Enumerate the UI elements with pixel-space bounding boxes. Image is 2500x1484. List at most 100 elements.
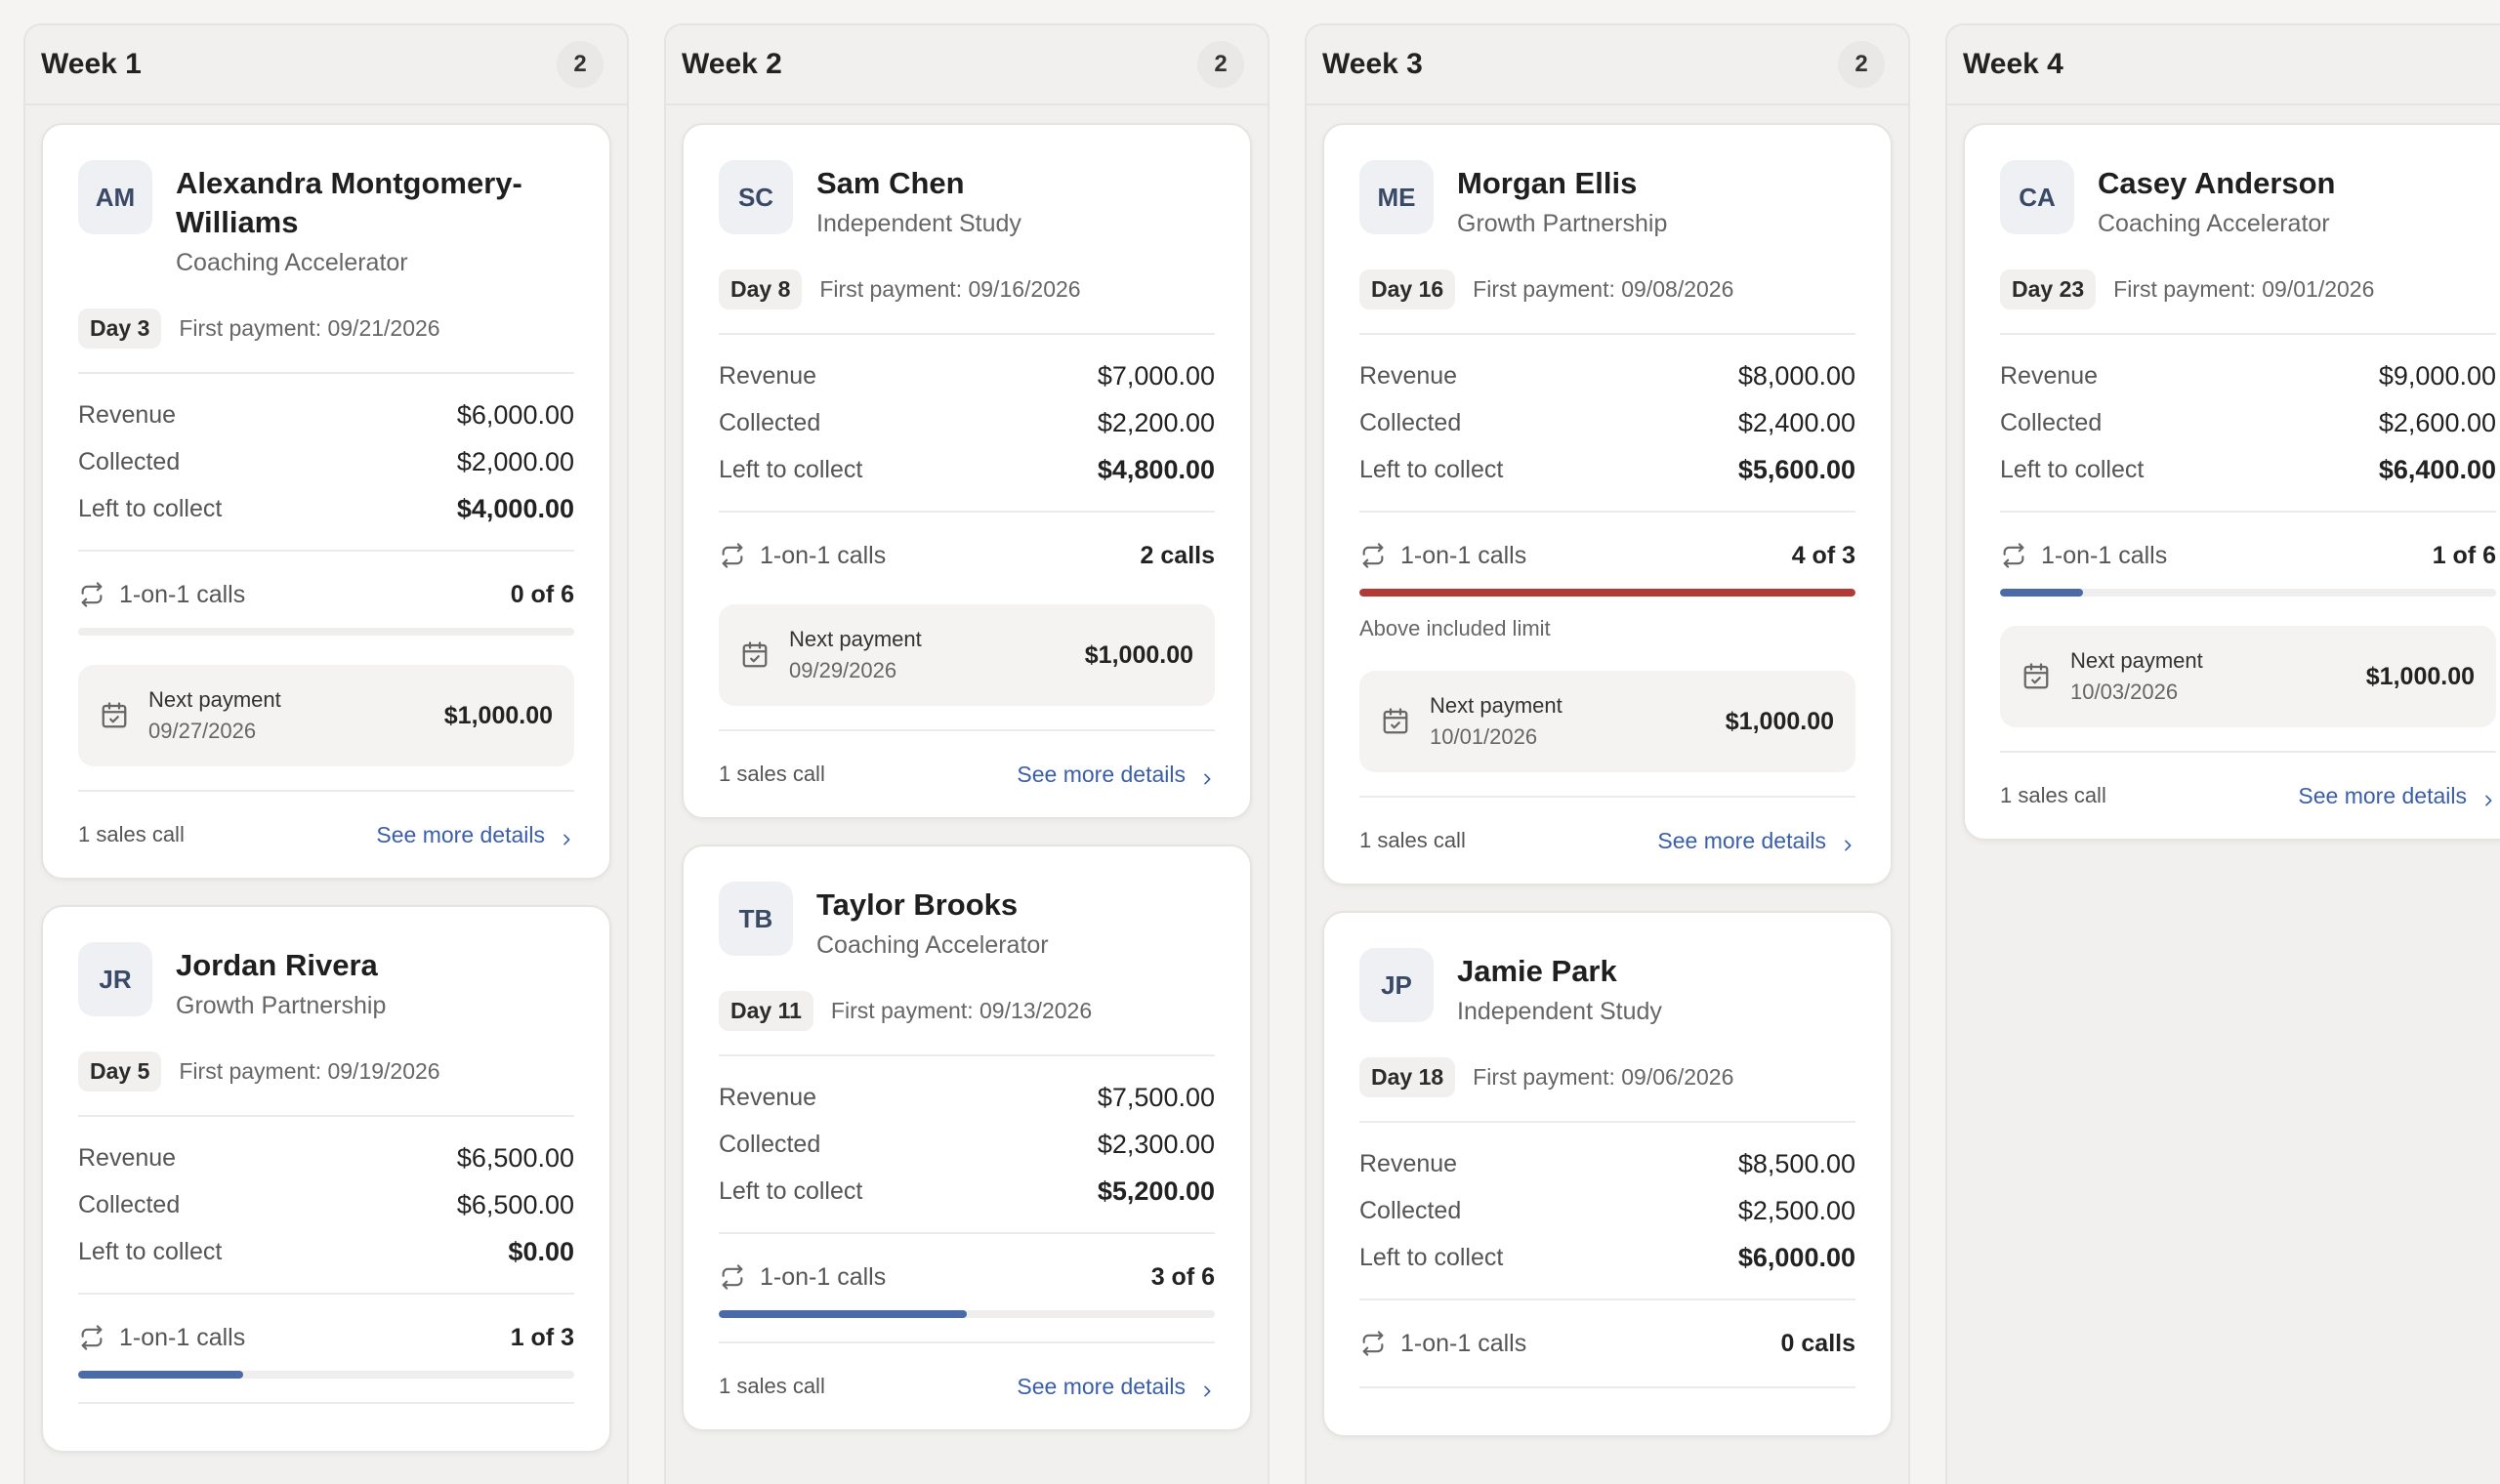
see-more-details-link[interactable]: See more details <box>1017 1374 1215 1400</box>
divider <box>1359 511 1855 513</box>
divider <box>719 1054 1215 1056</box>
chevron-right-icon <box>1840 833 1855 851</box>
next-payment-amount: $1,000.00 <box>2365 662 2475 690</box>
details-link-label: See more details <box>376 821 545 847</box>
next-payment-info: Next payment 10/01/2026 <box>1381 690 1562 753</box>
divider <box>78 790 574 792</box>
client-name: Sam Chen <box>816 166 965 200</box>
client-card[interactable]: SC Sam Chen Independent Study Day 8 First pa… <box>682 123 1252 819</box>
collected-value: $6,500.00 <box>456 1189 574 1219</box>
divider <box>1359 1386 1855 1388</box>
client-name: Jamie Park <box>1457 954 1617 988</box>
sales-call-count: 1 sales call <box>719 1374 825 1398</box>
column-title: Week 4 <box>1963 48 2063 80</box>
divider <box>719 729 1215 731</box>
client-card[interactable]: TB Taylor Brooks Coaching Accelerator Day 1… <box>682 845 1252 1431</box>
see-more-details-link[interactable]: See more details <box>376 822 574 848</box>
left-row: Left to collect $5,600.00 <box>1359 452 1855 487</box>
week-column: Week 1 2 AM Alexandra Montgomery-Williams Co… <box>23 23 629 1484</box>
calls-count: 3 of 6 <box>1150 1262 1215 1291</box>
client-card[interactable]: JP Jamie Park Independent Study Day 18 First… <box>1322 911 1893 1437</box>
avatar: ME <box>1359 160 1434 234</box>
card-header: JP Jamie Park Independent Study <box>1359 948 1855 1028</box>
client-info: Alexandra Montgomery-Williams Coaching Ac… <box>176 160 574 279</box>
revenue-row: Revenue $8,500.00 <box>1359 1146 1855 1181</box>
card-meta: Day 16 First payment: 09/08/2026 <box>1359 269 1855 309</box>
calls-count: 4 of 3 <box>1791 541 1855 569</box>
next-payment-date: 09/29/2026 <box>789 658 897 682</box>
financial-summary: Revenue $8,000.00 Collected $2,400.00 Left t… <box>1359 358 1855 487</box>
collected-label: Collected <box>2000 408 2103 436</box>
card-header: TB Taylor Brooks Coaching Accelerator <box>719 882 1215 962</box>
next-payment-info: Next payment 09/27/2026 <box>100 684 281 747</box>
avatar: SC <box>719 160 793 234</box>
next-payment-info: Next payment 09/29/2026 <box>740 624 922 686</box>
revenue-label: Revenue <box>2000 361 2099 390</box>
first-payment-date: First payment: 09/06/2026 <box>1473 1064 1734 1090</box>
collected-row: Collected $2,200.00 <box>719 405 1215 440</box>
calls-progress-fill <box>78 1371 244 1379</box>
financial-summary: Revenue $7,000.00 Collected $2,200.00 Left t… <box>719 358 1215 487</box>
calls-label: 1-on-1 calls <box>1400 541 1527 569</box>
revenue-value: $9,000.00 <box>2378 360 2496 391</box>
revenue-value: $8,000.00 <box>1737 360 1855 391</box>
next-payment-label: Next payment <box>148 687 281 712</box>
financial-summary: Revenue $6,500.00 Collected $6,500.00 Left t… <box>78 1140 574 1269</box>
left-value: $4,000.00 <box>456 493 574 523</box>
revenue-label: Revenue <box>1359 361 1458 390</box>
next-payment-label: Next payment <box>789 627 922 651</box>
client-card[interactable]: ME Morgan Ellis Growth Partnership Day 16 Fi… <box>1322 123 1893 886</box>
day-badge: Day 8 <box>719 269 803 309</box>
week-column: Week 3 2 ME Morgan Ellis Growth Partnership D… <box>1305 23 1910 1484</box>
calendar-check-icon <box>740 640 770 670</box>
program-name: Coaching Accelerator <box>816 931 1049 959</box>
next-payment-amount: $1,000.00 <box>443 701 553 729</box>
calls-label: 1-on-1 calls <box>760 1262 887 1291</box>
see-more-details-link[interactable]: See more details <box>1017 762 1215 788</box>
column-header: Week 2 2 <box>666 25 1268 105</box>
collected-value: $2,200.00 <box>1097 407 1215 437</box>
day-badge: Day 5 <box>78 1051 162 1092</box>
revenue-row: Revenue $7,500.00 <box>719 1080 1215 1115</box>
calls-label-group: 1-on-1 calls <box>1359 542 1526 570</box>
left-value: $0.00 <box>508 1236 574 1266</box>
left-value: $5,200.00 <box>1097 1175 1215 1206</box>
calls-progress-bar <box>719 1310 1215 1318</box>
financial-summary: Revenue $9,000.00 Collected $2,600.00 Left t… <box>2000 358 2496 487</box>
program-name: Coaching Accelerator <box>176 249 408 276</box>
week-column: Week 4 CA Casey Anderson Coaching Accelerat… <box>1945 23 2500 1484</box>
collected-row: Collected $2,000.00 <box>78 444 574 479</box>
collected-value: $2,400.00 <box>1737 407 1855 437</box>
avatar: CA <box>2000 160 2074 234</box>
left-value: $5,600.00 <box>1737 454 1855 484</box>
next-payment-date: 10/01/2026 <box>1430 724 1538 749</box>
sales-call-count: 1 sales call <box>78 822 185 846</box>
client-card[interactable]: CA Casey Anderson Coaching Accelerator Day … <box>1963 123 2500 841</box>
revenue-label: Revenue <box>719 361 817 390</box>
see-more-details-link[interactable]: See more details <box>1657 828 1855 854</box>
divider <box>2000 333 2496 335</box>
column-header: Week 1 2 <box>25 25 627 105</box>
left-value: $4,800.00 <box>1097 454 1215 484</box>
column-count-badge: 2 <box>557 41 604 88</box>
next-payment-label: Next payment <box>1430 693 1562 718</box>
see-more-details-link[interactable]: See more details <box>2298 783 2496 809</box>
left-row: Left to collect $0.00 <box>78 1234 574 1269</box>
left-row: Left to collect $5,200.00 <box>719 1174 1215 1209</box>
card-header: SC Sam Chen Independent Study <box>719 160 1215 240</box>
collected-label: Collected <box>1359 408 1462 436</box>
sales-call-count: 1 sales call <box>2000 783 2106 807</box>
card-footer: 1 sales call See more details <box>78 815 574 854</box>
left-row: Left to collect $6,000.00 <box>1359 1240 1855 1275</box>
collected-value: $2,300.00 <box>1097 1129 1215 1159</box>
financial-summary: Revenue $8,500.00 Collected $2,500.00 Left t… <box>1359 1146 1855 1275</box>
column-count-badge: 2 <box>1197 41 1244 88</box>
card-header: CA Casey Anderson Coaching Accelerator <box>2000 160 2496 240</box>
client-card[interactable]: JR Jordan Rivera Growth Partnership Day 5 Fi… <box>41 905 611 1453</box>
client-card[interactable]: AM Alexandra Montgomery-Williams Coaching … <box>41 123 611 880</box>
first-payment-date: First payment: 09/08/2026 <box>1473 276 1734 302</box>
client-info: Jamie Park Independent Study <box>1457 948 1662 1028</box>
calls-progress-bar <box>78 628 574 636</box>
left-label: Left to collect <box>78 1237 223 1265</box>
revenue-row: Revenue $7,000.00 <box>719 358 1215 393</box>
